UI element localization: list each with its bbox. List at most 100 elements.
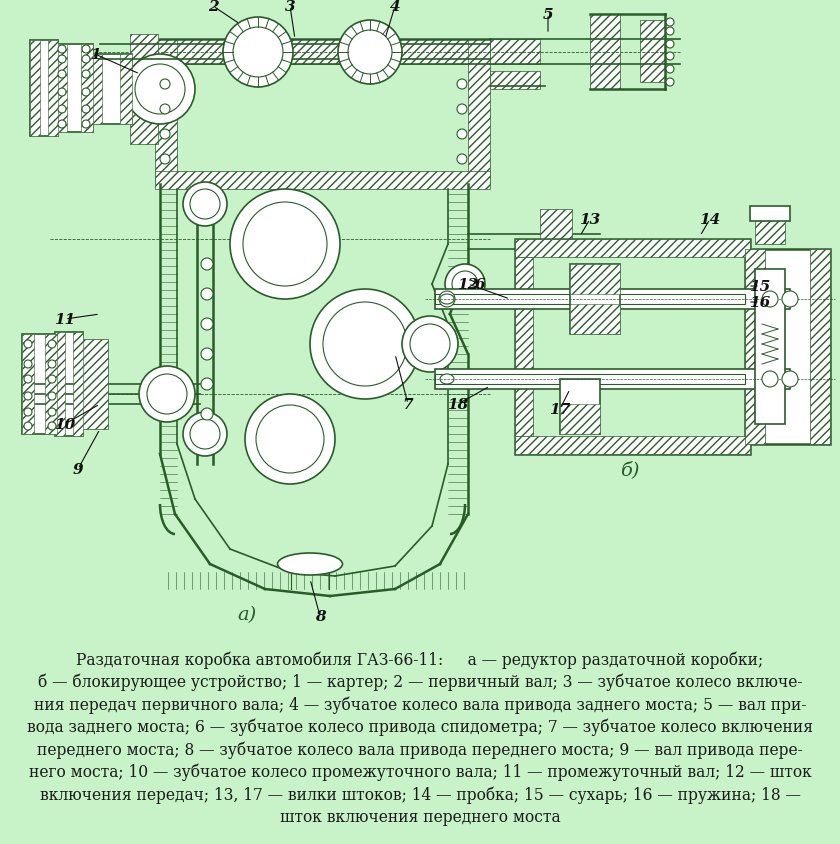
Text: Раздаточная коробка автомобиля ГАЗ-66-11:     а — редуктор раздаточной коробки;: Раздаточная коробка автомобиля ГАЗ-66-11…	[76, 651, 764, 668]
Bar	[590, 15, 620, 90]
Circle shape	[48, 423, 56, 430]
Circle shape	[762, 371, 778, 387]
Text: переднего моста; 8 — зубчатое колесо вала привода переднего моста; 9 — вал приво: переднего моста; 8 — зубчатое колесо вал…	[37, 740, 803, 758]
Bar	[515, 240, 750, 257]
Bar	[90, 55, 132, 125]
Text: 17: 17	[549, 403, 570, 416]
Bar	[490, 40, 540, 65]
Circle shape	[782, 371, 798, 387]
Bar	[73, 333, 83, 436]
Circle shape	[160, 105, 170, 115]
Circle shape	[666, 19, 674, 27]
Bar	[120, 55, 132, 125]
Circle shape	[160, 130, 170, 140]
Circle shape	[762, 292, 778, 307]
Circle shape	[160, 154, 170, 165]
Text: 6: 6	[475, 278, 486, 292]
Circle shape	[147, 375, 187, 414]
Text: 16: 16	[749, 295, 770, 310]
Bar	[80, 339, 108, 430]
Text: 4: 4	[390, 0, 401, 14]
Bar	[55, 45, 67, 133]
Text: 15: 15	[749, 279, 770, 294]
Circle shape	[666, 66, 674, 74]
Bar	[177, 65, 468, 172]
Circle shape	[24, 341, 32, 349]
Circle shape	[190, 190, 220, 219]
Text: ния передач первичного вала; 4 — зубчатое колесо вала привода заднего моста; 5 —: ния передач первичного вала; 4 — зубчато…	[34, 695, 806, 713]
Bar	[435, 289, 790, 310]
Circle shape	[338, 21, 402, 85]
Circle shape	[310, 289, 420, 399]
Circle shape	[457, 80, 467, 90]
Bar	[810, 250, 830, 445]
Text: 13: 13	[580, 213, 601, 227]
Text: вода заднего моста; 6 — зубчатое колесо привода спидометра; 7 — зубчатое колесо : вода заднего моста; 6 — зубчатое колесо …	[27, 718, 813, 735]
Circle shape	[439, 292, 455, 307]
Circle shape	[402, 316, 458, 372]
Circle shape	[256, 405, 324, 473]
Bar	[22, 334, 57, 435]
Circle shape	[58, 46, 66, 54]
Text: б): б)	[620, 461, 640, 479]
Circle shape	[457, 154, 467, 165]
Bar	[160, 40, 490, 65]
Ellipse shape	[277, 554, 343, 576]
Circle shape	[48, 408, 56, 416]
Bar	[30, 41, 40, 137]
Bar	[81, 45, 93, 133]
Bar	[435, 375, 745, 385]
Bar	[55, 45, 93, 133]
Circle shape	[82, 46, 90, 54]
Text: 9: 9	[73, 463, 83, 476]
Circle shape	[58, 56, 66, 64]
Circle shape	[666, 53, 674, 61]
Text: б — блокирующее устройство; 1 — картер; 2 — первичный вал; 3 — зубчатое колесо в: б — блокирующее устройство; 1 — картер; …	[38, 673, 802, 690]
Circle shape	[457, 130, 467, 140]
Circle shape	[82, 89, 90, 97]
Circle shape	[230, 190, 340, 300]
Bar	[90, 55, 102, 125]
Bar	[515, 240, 750, 454]
Text: 18: 18	[448, 398, 469, 412]
Bar	[750, 207, 790, 222]
Circle shape	[201, 408, 213, 420]
Bar	[55, 333, 65, 436]
Circle shape	[201, 379, 213, 391]
Text: 14: 14	[700, 213, 721, 227]
Circle shape	[201, 289, 213, 300]
Bar	[570, 265, 620, 334]
Circle shape	[58, 121, 66, 129]
Circle shape	[125, 55, 195, 125]
Circle shape	[201, 259, 213, 271]
Bar	[243, 38, 273, 68]
Circle shape	[82, 121, 90, 129]
Bar	[155, 172, 490, 190]
Circle shape	[24, 360, 32, 369]
Text: 2: 2	[207, 0, 218, 14]
Bar	[130, 35, 158, 145]
Bar	[22, 334, 34, 435]
Circle shape	[445, 265, 485, 305]
Bar	[155, 40, 177, 185]
Text: 1: 1	[90, 48, 100, 62]
Circle shape	[183, 413, 227, 457]
Circle shape	[82, 56, 90, 64]
Circle shape	[183, 183, 227, 227]
Circle shape	[457, 105, 467, 115]
Text: а): а)	[238, 605, 257, 623]
Circle shape	[201, 349, 213, 360]
Bar	[490, 72, 540, 90]
Circle shape	[139, 366, 195, 423]
Bar	[755, 270, 785, 425]
Circle shape	[243, 203, 327, 287]
Bar	[435, 370, 790, 390]
Circle shape	[323, 303, 407, 387]
Circle shape	[135, 65, 185, 115]
Circle shape	[24, 376, 32, 383]
Bar	[540, 210, 572, 270]
Text: 12: 12	[457, 278, 479, 292]
Circle shape	[48, 376, 56, 383]
Circle shape	[24, 423, 32, 430]
Circle shape	[24, 408, 32, 416]
